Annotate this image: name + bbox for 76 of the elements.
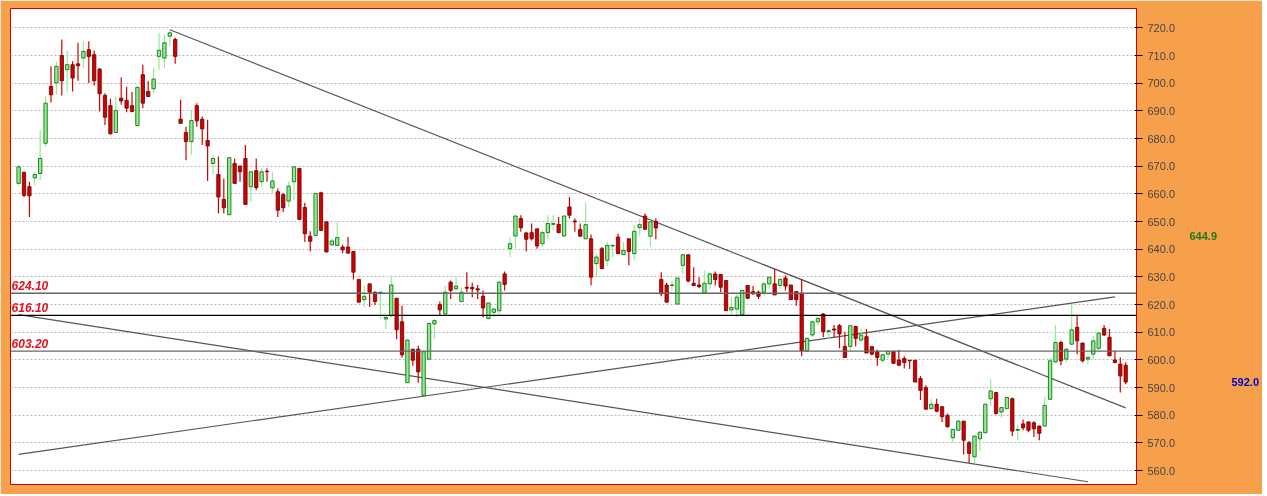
- y-tick-label: 710.0: [1147, 49, 1176, 62]
- candlestick: [988, 378, 993, 407]
- candlestick: [113, 95, 118, 134]
- candlestick: [480, 289, 486, 318]
- candlestick: [453, 276, 459, 292]
- candlestick: [378, 291, 383, 320]
- candlestick: [216, 155, 221, 215]
- candlestick: [599, 246, 604, 270]
- candlestick: [967, 440, 972, 464]
- text: 644.9: [1189, 229, 1218, 242]
- candlestick: [210, 154, 216, 175]
- y-tick-label: 670.0: [1147, 160, 1176, 173]
- candlestick: [859, 327, 864, 344]
- candlestick: [502, 270, 507, 292]
- candlestick: [626, 238, 631, 266]
- text: 592.0: [1231, 376, 1260, 389]
- candlestick: [54, 60, 59, 96]
- candlestick: [221, 177, 226, 215]
- candlestick: [362, 284, 367, 308]
- y-tick-label: 600.0: [1147, 353, 1176, 366]
- y-tick-label: 700.0: [1147, 77, 1176, 90]
- y-tick-label: 640.0: [1147, 243, 1176, 256]
- candlestick: [65, 49, 70, 93]
- candlestick: [1075, 315, 1080, 355]
- candlestick: [1085, 353, 1090, 365]
- candlestick: [594, 253, 599, 278]
- y-tick-label: 610.0: [1147, 326, 1176, 339]
- candlestick: [632, 224, 637, 261]
- candlestick: [205, 119, 210, 182]
- candlestick: [16, 164, 21, 186]
- candlestick: [1069, 304, 1074, 346]
- candlestick: [615, 233, 621, 255]
- y-tick-label: 660.0: [1147, 187, 1176, 200]
- y-tick-label: 560.0: [1147, 464, 1176, 477]
- y-tick-label: 690.0: [1147, 104, 1176, 117]
- y-tick-label: 570.0: [1147, 436, 1176, 449]
- candlestick: [1112, 350, 1117, 364]
- y-tick-label: 580.0: [1147, 409, 1176, 422]
- candlestick: [772, 268, 777, 296]
- candlestick: [567, 196, 572, 220]
- candlestick: [81, 40, 86, 69]
- candlestick: [151, 66, 156, 94]
- ref-line-label: 603.20: [11, 337, 49, 352]
- candlestick: [178, 99, 183, 124]
- candlestick: [1042, 396, 1047, 427]
- y-tick-label: 680.0: [1147, 132, 1176, 145]
- y-tick-label: 590.0: [1147, 381, 1176, 394]
- candlestick: [572, 217, 577, 233]
- y-tick-label: 620.0: [1147, 298, 1176, 311]
- y-tick-label: 720.0: [1147, 21, 1176, 34]
- candlestick: [248, 171, 253, 203]
- candlestick: [1107, 328, 1112, 357]
- candlestick: [583, 201, 588, 240]
- candlestick: [183, 126, 189, 161]
- candlestick: [448, 279, 453, 300]
- candlestick: [173, 37, 178, 65]
- ref-line-label: 624.10: [11, 279, 49, 294]
- candlestick: [254, 157, 259, 191]
- candlestick: [648, 219, 653, 248]
- candlestick: [443, 284, 448, 315]
- y-tick-label: 650.0: [1147, 215, 1176, 228]
- candlestick: [513, 214, 518, 250]
- candlestick: [48, 65, 54, 104]
- candlestick: [38, 129, 43, 181]
- candlestick: [308, 230, 313, 253]
- candlestick: [270, 171, 275, 194]
- y-tick-label: 630.0: [1147, 270, 1176, 283]
- ref-line-label: 616.10: [11, 301, 49, 316]
- candlestick: [848, 324, 853, 352]
- candlestick: [291, 166, 297, 201]
- candlestick: [653, 217, 658, 240]
- candlestick: [286, 181, 291, 208]
- candlestick: [507, 236, 513, 258]
- candlestick: [189, 110, 194, 156]
- candlestick: [961, 420, 966, 456]
- candlestick: [259, 167, 264, 188]
